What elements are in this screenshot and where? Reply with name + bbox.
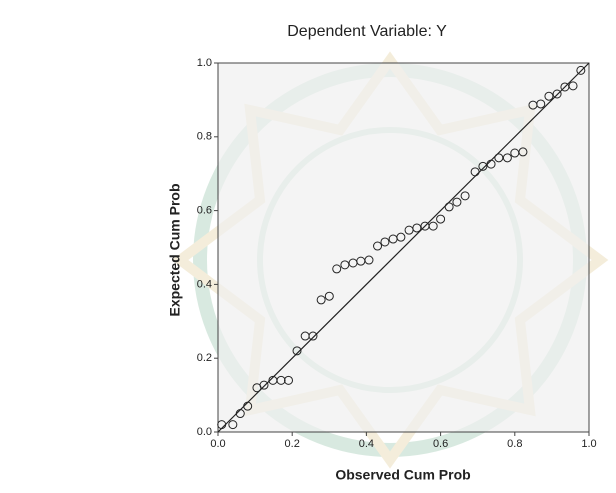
y-tick-label: 0.2 bbox=[197, 352, 212, 364]
x-tick-label: 0.6 bbox=[433, 438, 448, 450]
x-tick-label: 0.8 bbox=[507, 438, 522, 450]
x-tick-label: 1.0 bbox=[581, 438, 596, 450]
chart: Dependent Variable: Y Observed Cum Prob … bbox=[0, 0, 616, 488]
x-tick-label: 0.0 bbox=[210, 438, 225, 450]
x-tick-label: 0.2 bbox=[285, 438, 300, 450]
x-axis-label: Observed Cum Prob bbox=[335, 467, 470, 483]
x-tick-label: 0.4 bbox=[359, 438, 374, 450]
y-tick-label: 1.0 bbox=[197, 57, 212, 69]
y-tick-label: 0.8 bbox=[197, 131, 212, 143]
y-tick-label: 0.4 bbox=[197, 278, 212, 290]
y-tick-label: 0.6 bbox=[197, 205, 212, 217]
y-tick-label: 0.0 bbox=[197, 426, 212, 438]
y-axis-label: Expected Cum Prob bbox=[167, 183, 183, 316]
chart-title: Dependent Variable: Y bbox=[287, 23, 447, 40]
page: {"chart_data": {"type": "scatter", "titl… bbox=[0, 0, 616, 488]
